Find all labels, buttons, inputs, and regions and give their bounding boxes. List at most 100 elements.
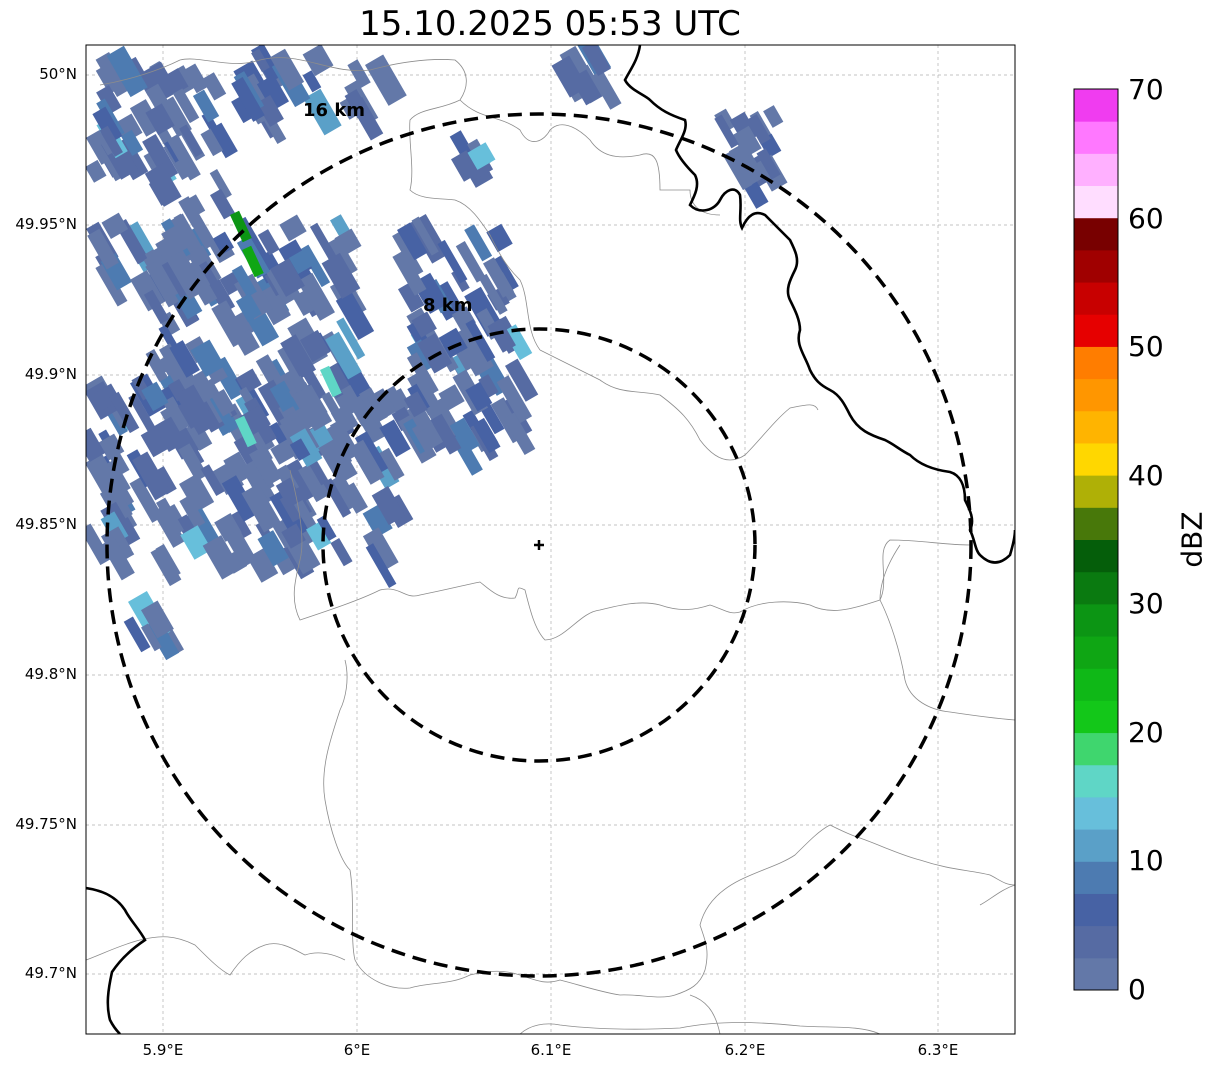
radar-echo-cell bbox=[339, 98, 358, 120]
radar-echo-cell bbox=[367, 388, 397, 421]
radar-echo-cell bbox=[411, 216, 439, 256]
radar-echo-cell bbox=[101, 212, 129, 239]
radar-echo-cell bbox=[437, 239, 468, 284]
radar-echo-cell bbox=[95, 262, 128, 307]
radar-echo-cell bbox=[451, 150, 480, 182]
radar-echo-cell bbox=[145, 103, 175, 136]
radar-echo-cell bbox=[293, 384, 333, 432]
radar-echo-cell bbox=[288, 249, 314, 275]
radar-echo-cell bbox=[325, 331, 362, 380]
radar-echo-cell bbox=[467, 142, 496, 170]
radar-site-marker bbox=[534, 540, 544, 550]
x-tick-label: 6°E bbox=[343, 1041, 371, 1059]
radar-echo-cell bbox=[365, 54, 407, 106]
colorbar-segment bbox=[1074, 732, 1118, 766]
radar-echo-cell bbox=[143, 289, 170, 324]
colorbar-segment bbox=[1074, 378, 1118, 412]
colorbar-segment bbox=[1074, 861, 1118, 894]
colorbar-segment bbox=[1074, 571, 1118, 605]
colorbar-segment bbox=[1074, 346, 1118, 380]
colorbar-segment bbox=[1074, 796, 1118, 830]
radar-echo-cell bbox=[155, 497, 184, 536]
radar-echo-cell bbox=[281, 523, 306, 549]
radar-echo-cell bbox=[732, 125, 762, 158]
radar-echo-cell bbox=[302, 45, 334, 77]
radar-echo-cell bbox=[251, 48, 270, 72]
radar-echo-cell bbox=[173, 88, 200, 124]
radar-echo-cell bbox=[179, 124, 203, 158]
radar-echo-cell bbox=[449, 417, 480, 454]
radar-echo-cell bbox=[186, 208, 216, 249]
radar-echo-cell bbox=[335, 291, 375, 341]
radar-echo-cell bbox=[114, 113, 143, 143]
radar-echo-cell bbox=[591, 69, 622, 110]
radar-echo-cell bbox=[123, 616, 151, 653]
radar-echo-cell bbox=[240, 457, 275, 496]
radar-echo-cell bbox=[503, 412, 536, 456]
radar-echo-cell bbox=[289, 438, 311, 461]
radar-echo-cell bbox=[99, 125, 123, 157]
colorbar-segment bbox=[1074, 410, 1118, 444]
radar-echo-cell bbox=[200, 128, 224, 157]
radar-echo-cell bbox=[503, 324, 533, 361]
radar-echo-cell bbox=[371, 486, 406, 526]
radar-echo-cell bbox=[452, 325, 494, 377]
radar-echo-cell bbox=[478, 273, 508, 315]
y-tick-label: 49.75°N bbox=[15, 815, 77, 833]
radar-echo-cell bbox=[306, 521, 332, 551]
radar-echo-cell bbox=[179, 495, 206, 529]
radar-echo-cell bbox=[465, 381, 493, 412]
radar-echo-cell bbox=[87, 228, 119, 270]
radar-echo-cell bbox=[152, 504, 186, 548]
radar-echo-cell bbox=[455, 240, 486, 283]
radar-echo-cell bbox=[407, 370, 442, 416]
colorbar-segment bbox=[1074, 636, 1118, 669]
colorbar-segment bbox=[1074, 282, 1118, 315]
radar-echo-cell bbox=[141, 381, 169, 412]
radar-echo-cell bbox=[202, 535, 241, 580]
radar-echo-cell bbox=[756, 148, 781, 180]
radar-echo-cell bbox=[166, 68, 189, 94]
radar-echo-cell bbox=[391, 388, 412, 412]
radar-echo-cell bbox=[221, 475, 259, 522]
radar-echo-cell bbox=[167, 134, 201, 181]
radar-echo-cell bbox=[406, 352, 439, 396]
radar-echo-cell bbox=[86, 523, 112, 566]
radar-echo-cell bbox=[235, 415, 257, 448]
colorbar-segment bbox=[1074, 89, 1118, 122]
y-tick-label: 49.95°N bbox=[15, 215, 77, 233]
radar-echo-cell bbox=[406, 339, 436, 374]
colorbar-segment bbox=[1074, 829, 1118, 862]
colorbar-segment bbox=[1074, 700, 1118, 734]
colorbar-frame bbox=[1073, 88, 1119, 991]
radar-echo-cell bbox=[241, 483, 281, 533]
radar-echo-cell bbox=[211, 389, 236, 417]
radar-echo-cell bbox=[154, 419, 180, 453]
radar-echo-cell bbox=[230, 210, 252, 243]
radar-echo-cell bbox=[128, 393, 157, 434]
colorbar-tick-label: 0 bbox=[1128, 973, 1146, 1006]
radar-echo-cell bbox=[396, 222, 428, 261]
x-tick-label: 5.9°E bbox=[142, 1041, 184, 1059]
colorbar-segment bbox=[1074, 893, 1118, 927]
colorbar-tick-label: 40 bbox=[1128, 459, 1164, 492]
country-border bbox=[86, 45, 1015, 1034]
radar-echo-cell bbox=[256, 284, 291, 326]
colorbar-segment bbox=[1074, 217, 1118, 251]
colorbar-segment bbox=[1074, 925, 1118, 959]
radar-echo-cell bbox=[392, 231, 424, 277]
radar-echo-cell bbox=[178, 473, 215, 513]
radar-echo-cell bbox=[496, 375, 533, 424]
radar-echo-cell bbox=[95, 52, 131, 97]
radar-echo-cell bbox=[200, 464, 225, 497]
radar-echo-cell bbox=[236, 368, 262, 395]
radar-echo-cell bbox=[190, 339, 225, 378]
radar-echo-cell bbox=[303, 88, 342, 136]
radar-echo-cell bbox=[140, 426, 168, 458]
y-tick-label: 50°N bbox=[39, 65, 77, 83]
radar-echo-cell bbox=[344, 89, 370, 119]
radar-echo-cell bbox=[155, 543, 181, 579]
radar-echoes bbox=[86, 45, 788, 661]
radar-echo-cell bbox=[487, 318, 516, 353]
